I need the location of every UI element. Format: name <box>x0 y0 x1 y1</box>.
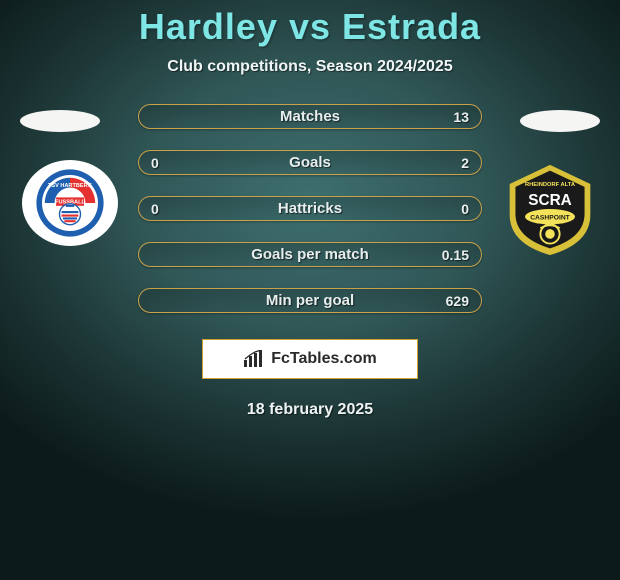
stat-label: Goals per match <box>251 246 369 263</box>
stat-right-value: 2 <box>461 155 469 171</box>
decorative-ellipse-left <box>20 110 100 132</box>
stat-label: Min per goal <box>266 292 354 309</box>
footer-label: FcTables.com <box>271 350 377 368</box>
svg-text:CASHPOINT: CASHPOINT <box>530 215 570 222</box>
decorative-ellipse-right <box>520 110 600 132</box>
stat-row: 0 Goals 2 <box>138 150 482 175</box>
page-subtitle: Club competitions, Season 2024/2025 <box>0 58 620 76</box>
stat-label: Matches <box>280 108 340 125</box>
stat-right-value: 13 <box>453 109 469 125</box>
stat-label: Hattricks <box>278 200 342 217</box>
page-title: Hardley vs Estrada <box>0 6 620 48</box>
stat-right-value: 0.15 <box>442 247 469 263</box>
stats-area: TSV HARTBERG FUSSBALL <box>0 104 620 419</box>
stat-row: Min per goal 629 <box>138 288 482 313</box>
stat-label: Goals <box>289 154 331 171</box>
stat-right-value: 629 <box>446 293 469 309</box>
svg-text:TSV HARTBERG: TSV HARTBERG <box>48 183 92 189</box>
svg-text:SCRA: SCRA <box>528 192 572 209</box>
stat-right-value: 0 <box>461 201 469 217</box>
svg-text:RHEINDORF ALTA: RHEINDORF ALTA <box>525 182 575 188</box>
team-left-logo: TSV HARTBERG FUSSBALL <box>20 158 120 248</box>
footer-badge: FcTables.com <box>202 339 418 379</box>
stat-rows: Matches 13 0 Goals 2 0 Hattricks 0 Goals… <box>138 104 482 313</box>
team-right-logo: RHEINDORF ALTA SCRA CASHPOINT <box>500 164 600 254</box>
stat-row: Goals per match 0.15 <box>138 242 482 267</box>
stat-left-value: 0 <box>151 155 159 171</box>
stat-row: 0 Hattricks 0 <box>138 196 482 221</box>
date-label: 18 february 2025 <box>0 401 620 419</box>
stat-left-value: 0 <box>151 201 159 217</box>
bar-chart-icon <box>243 350 265 368</box>
stat-row: Matches 13 <box>138 104 482 129</box>
